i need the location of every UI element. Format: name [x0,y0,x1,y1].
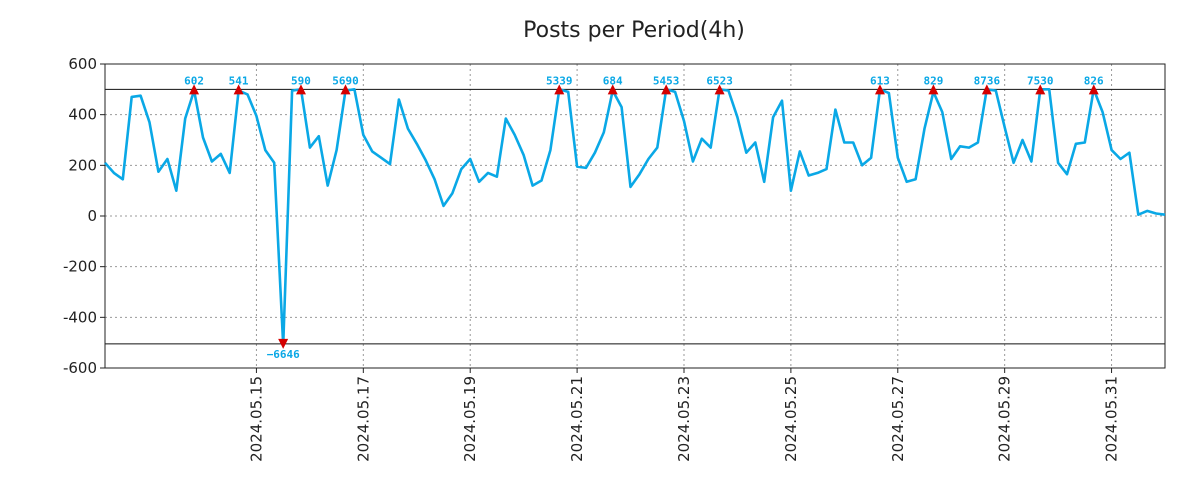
peak-marker [981,84,992,95]
peak-label: 613 [870,74,890,87]
series [104,88,1166,347]
peak-marker [928,84,939,95]
peak-label: 5453 [653,74,680,87]
peak-marker [554,84,565,95]
peak-marker [233,84,244,95]
x-tick-label: 2024.05.15 [247,376,265,462]
y-tick-label: -400 [63,308,97,326]
peak-marker [340,84,351,95]
axes: 600 400 200 0 -200 -400 -600 2024.05.15 2024.05.… [63,55,1166,462]
y-tick-label: 0 [87,207,97,225]
x-tick-label: 2024.05.23 [675,376,693,462]
x-tick-label: 2024.05.19 [461,376,479,462]
peak-label: 5690 [332,74,359,87]
x-tick-label: 2024.05.17 [354,376,372,462]
peak-label: 8736 [974,74,1001,87]
x-tick-label: 2024.05.29 [996,376,1014,462]
peak-label: 684 [603,74,623,87]
peak-marker [714,84,725,95]
peak-label: 6523 [706,74,733,87]
y-tick-label: 600 [68,55,97,73]
peak-label: 602 [184,74,204,87]
peak-marker [189,84,200,95]
peak-marker [1035,84,1046,95]
peak-label: 826 [1084,74,1104,87]
y-tick-label: -600 [63,359,97,377]
peak-marker [607,84,618,95]
trough-label: −6646 [267,348,300,361]
peak-label: 7530 [1027,74,1054,87]
annotations: 602 541 −6646 590 5690 5339 684 5453 6523 613 829 8… [184,74,1104,361]
series-line-posts [104,88,1166,347]
trough-marker [278,338,289,349]
x-tick-label: 2024.05.21 [568,376,586,462]
y-tick-label: -200 [63,258,97,276]
x-tick-label: 2024.05.27 [889,376,907,462]
x-tick-label: 2024.05.25 [782,376,800,462]
y-tick-label: 200 [68,156,97,174]
peak-marker [1088,84,1099,95]
peak-marker [661,84,672,95]
chart-title: Posts per Period(4h) [523,18,745,43]
peak-label: 829 [923,74,943,87]
x-tick-label: 2024.05.31 [1103,376,1121,462]
y-tick-label: 400 [68,106,97,124]
grid [105,63,1165,369]
plot-frame [104,63,1166,369]
peak-label: 5339 [546,74,573,87]
peak-marker [295,84,306,95]
peak-marker [874,84,885,95]
peak-label: 541 [229,74,249,87]
peak-label: 590 [291,74,311,87]
